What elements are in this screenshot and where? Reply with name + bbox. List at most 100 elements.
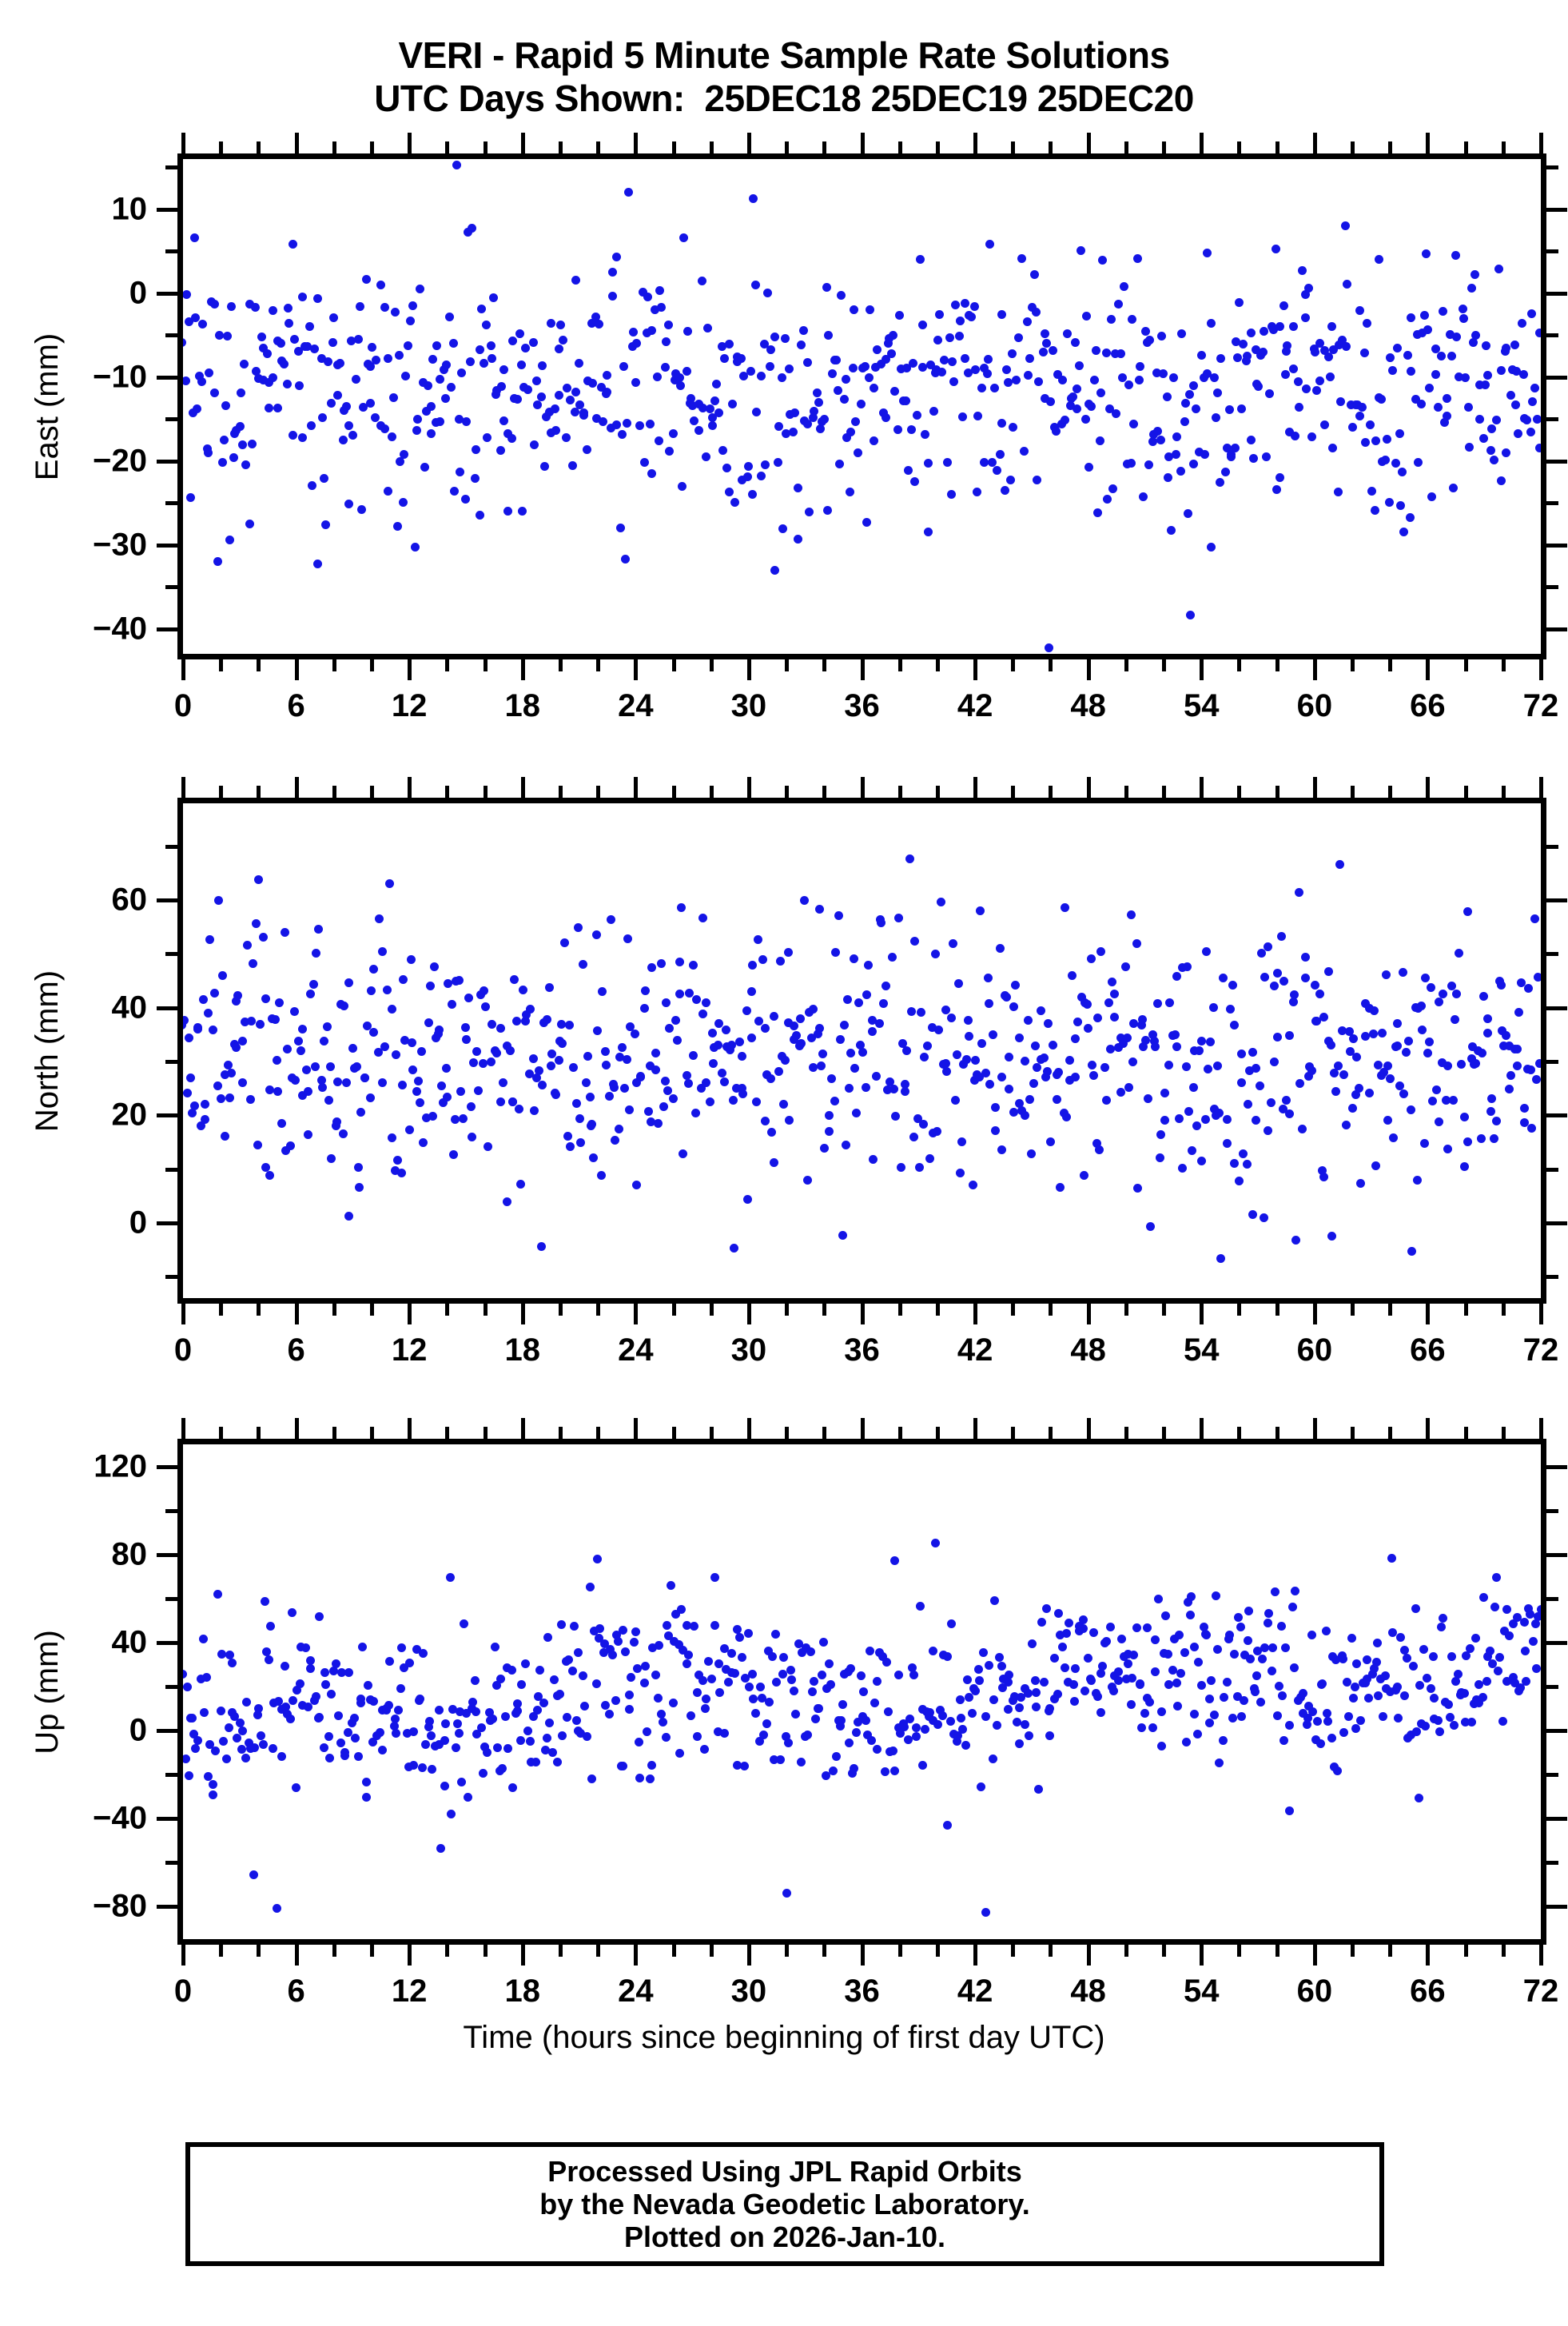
data-point [1297, 266, 1307, 276]
data-point [979, 458, 989, 468]
data-point [1012, 1718, 1021, 1727]
y-tick-major [157, 459, 177, 464]
data-point [809, 412, 818, 422]
data-point [1517, 978, 1526, 988]
data-point [1260, 1643, 1270, 1653]
data-point [726, 1045, 735, 1054]
data-point [571, 1715, 581, 1725]
data-point [1199, 373, 1208, 383]
x-tick-minor-top [709, 786, 714, 798]
x-tick-minor [1011, 1304, 1016, 1316]
data-point [1144, 1094, 1153, 1104]
data-point [1175, 1631, 1184, 1640]
x-tick-minor-top [897, 1427, 902, 1439]
data-point [1319, 1012, 1329, 1022]
data-point [881, 413, 890, 423]
x-tick-minor-top [671, 1427, 676, 1439]
data-point [808, 1687, 818, 1696]
data-point [355, 1182, 364, 1192]
data-point [597, 986, 607, 996]
data-point [1256, 1697, 1266, 1707]
x-tick-minor-top [1275, 1427, 1279, 1439]
data-point [737, 1052, 746, 1061]
data-point [916, 255, 925, 265]
data-point [756, 471, 766, 480]
x-tick-minor-top [709, 1427, 714, 1439]
data-point [1267, 1667, 1276, 1675]
data-point [1283, 341, 1292, 350]
data-point [1331, 1087, 1340, 1097]
data-point [890, 387, 900, 396]
data-point [1092, 1138, 1101, 1148]
data-point [682, 366, 691, 376]
data-point [1536, 1604, 1541, 1614]
data-point [1490, 455, 1499, 464]
data-point [611, 420, 621, 430]
data-point [661, 1077, 671, 1086]
data-point [732, 1084, 742, 1093]
data-point [1014, 1739, 1024, 1748]
x-tick-label: 60 [1296, 1974, 1333, 2009]
data-point [750, 1708, 760, 1718]
data-point [1364, 1694, 1374, 1703]
data-point [802, 1643, 811, 1653]
data-point [878, 998, 888, 1008]
data-point [1107, 978, 1116, 987]
data-point [201, 1114, 210, 1124]
data-point [862, 1731, 872, 1740]
y-tick-minor [165, 1596, 177, 1601]
data-point [1355, 412, 1364, 421]
data-point [1470, 330, 1480, 340]
data-point [743, 472, 753, 481]
data-point [844, 1739, 854, 1748]
data-point [604, 1091, 614, 1101]
data-point [1008, 349, 1017, 358]
data-point [632, 338, 642, 348]
data-point [368, 342, 377, 352]
y-tick-minor-right [1546, 1684, 1558, 1689]
x-tick-minor-top [1351, 786, 1355, 798]
data-point [599, 1648, 609, 1658]
data-point [359, 402, 368, 412]
data-point [826, 1074, 836, 1084]
data-point [184, 317, 193, 326]
data-point [475, 510, 484, 520]
x-tick-major-top [294, 777, 299, 798]
data-point [1024, 1731, 1033, 1741]
data-point [1113, 1042, 1123, 1052]
data-point [778, 524, 788, 533]
data-point [885, 334, 894, 344]
data-point [339, 1002, 348, 1011]
data-point [818, 1049, 827, 1058]
data-point [238, 440, 247, 450]
data-point [1521, 1677, 1530, 1687]
data-point [480, 359, 489, 368]
data-point [1323, 1717, 1333, 1727]
data-point [1252, 1116, 1261, 1125]
x-tick-minor [483, 1945, 488, 1957]
data-point [1232, 353, 1242, 363]
data-point [1156, 435, 1165, 444]
data-point [475, 345, 484, 355]
data-point [408, 301, 418, 310]
data-point [1011, 376, 1021, 385]
data-point [765, 1697, 774, 1707]
data-point [671, 376, 680, 385]
data-point [692, 995, 702, 1005]
data-point [412, 426, 422, 436]
data-point [931, 950, 941, 959]
data-point [1407, 1246, 1417, 1256]
data-point [985, 1079, 995, 1089]
data-point [626, 1022, 635, 1032]
data-point [669, 1094, 679, 1104]
data-point [852, 1108, 862, 1117]
data-point [391, 1165, 400, 1175]
data-point [846, 1664, 855, 1674]
data-point [1235, 1176, 1244, 1185]
data-point [689, 961, 698, 970]
x-tick-major [181, 1945, 185, 1966]
data-point [261, 1162, 270, 1172]
data-point [551, 425, 561, 435]
data-point [525, 1005, 535, 1014]
data-point [694, 426, 704, 436]
